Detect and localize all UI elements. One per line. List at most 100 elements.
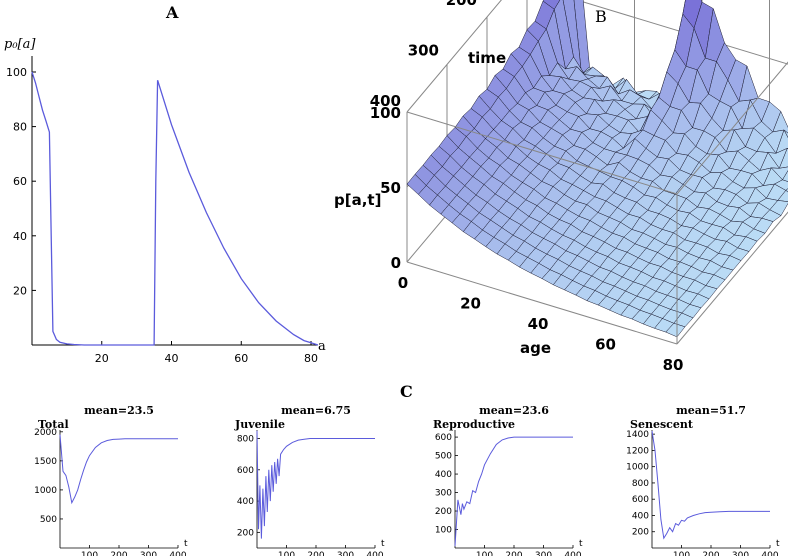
panel-a-line: [31, 71, 319, 346]
panel-c-ytick-label: 1500: [34, 457, 57, 467]
panel-c-ytick-label: 1000: [626, 463, 649, 473]
panel-c-ytick-label: 1400: [626, 430, 649, 440]
panel-b-ticks: 0204060800100200300400050100: [370, 0, 684, 374]
panel-a-chart: p₀[a] a 20 40 60 80 20 40 60 80 100: [4, 37, 326, 365]
panel-c-ytick-label: 100: [435, 526, 452, 536]
panel-c-ytick-label: 200: [237, 528, 254, 538]
panel-c-line: [256, 430, 375, 539]
panel-c-ytick-label: 1200: [626, 446, 649, 456]
panel-b-surface: 0204060800100200300400050100 time p[a,t]…: [334, 0, 788, 374]
panel-a-ytick-label: 80: [13, 121, 27, 134]
panel-c-ytick-label: 800: [237, 435, 254, 445]
panel-c-xtick-label: 200: [110, 551, 127, 556]
panel-a-xtick-label: 80: [304, 352, 318, 365]
panel-c-xtick-label: 100: [278, 551, 295, 556]
panel-c-series-name: Juvenile: [234, 418, 285, 431]
panel-c-line: [651, 430, 770, 540]
panel-b-time-label: time: [468, 49, 506, 67]
panel-b-age-tick: 80: [663, 356, 684, 374]
panel-c-xtick-label: 300: [337, 551, 354, 556]
panel-a-ticks: 20 40 60 80 20 40 60 80 100: [6, 66, 318, 365]
panel-a-ytick-label: 20: [13, 284, 27, 297]
panel-c-ytick-label: 400: [632, 511, 649, 521]
panel-c-xtick-label: 100: [673, 551, 690, 556]
panel-c-xlabel: t: [184, 539, 188, 549]
panel-b-time-tick: 300: [408, 42, 439, 60]
panel-c-ytick-label: 400: [237, 497, 254, 507]
panel-b-box-edge: [406, 261, 678, 345]
panel-c-plot-total: mean=23.5 Total 500 1000 1500 2000 100 200 300 40…: [34, 404, 188, 556]
panel-b-z-tick: 50: [380, 179, 401, 197]
panel-c-xtick-label: 200: [505, 551, 522, 556]
panel-a-xtick-label: 60: [234, 352, 248, 365]
panel-c-ytick-label: 2000: [34, 428, 57, 438]
panel-b-surface-mesh: [406, 0, 788, 338]
panel-c-series-name: Senescent: [630, 418, 694, 431]
panel-c-xtick-label: 300: [140, 551, 157, 556]
panel-a-ylabel: p₀[a]: [4, 37, 36, 52]
panel-c-xtick-label: 400: [761, 551, 778, 556]
panel-letter-a: A: [165, 3, 179, 22]
panel-c-xlabel: t: [776, 539, 780, 549]
panel-b-zlabel: p[a,t]: [334, 191, 381, 209]
panel-c-line: [59, 434, 178, 505]
panel-a-ytick-label: 100: [6, 66, 27, 79]
panel-b-box-edge: [676, 211, 788, 345]
panel-letter-b: B: [595, 7, 607, 26]
panel-a-xlabel: a: [318, 339, 326, 354]
panel-c-line: [454, 436, 573, 547]
panel-a-axes: [31, 56, 318, 346]
panel-c-mean-label: mean=51.7: [676, 404, 746, 417]
panel-b-z-tick: 100: [370, 104, 401, 122]
panel-c-ytick-label: 600: [632, 495, 649, 505]
panel-c-ytick-label: 300: [435, 489, 452, 499]
panel-b-box-edge: [676, 61, 788, 195]
panel-c-mean-label: mean=23.5: [84, 404, 154, 417]
panel-c-xlabel: t: [381, 539, 385, 549]
panel-c-mean-label: mean=6.75: [281, 404, 351, 417]
panel-c-charts: mean=23.5 Total 500 1000 1500 2000 100 200 300 40…: [34, 404, 780, 556]
panel-c-xtick-label: 400: [564, 551, 581, 556]
panel-b-age-label: age: [520, 339, 551, 357]
panel-b-time-tick: 200: [446, 0, 477, 9]
panel-c-ytick-label: 800: [632, 479, 649, 489]
panel-c-series-name: Total: [38, 418, 69, 431]
panel-c-xtick-label: 200: [702, 551, 719, 556]
panel-c-ytick-label: 400: [435, 470, 452, 480]
panel-b-age-tick: 40: [528, 315, 549, 333]
panel-c-ytick-label: 600: [435, 433, 452, 443]
panel-b-age-tick: 60: [595, 336, 616, 354]
panel-c-xtick-label: 300: [732, 551, 749, 556]
panel-c-xtick-label: 400: [169, 551, 186, 556]
panel-a-xtick-label: 20: [95, 352, 109, 365]
panel-c-ytick-label: 500: [435, 452, 452, 462]
panel-c-series-name: Reproductive: [433, 418, 515, 431]
panel-c-ytick-label: 1000: [34, 486, 57, 496]
panel-c-xtick-label: 300: [535, 551, 552, 556]
panel-a-ytick-label: 60: [13, 175, 27, 188]
panel-c-xtick-label: 400: [366, 551, 383, 556]
panel-c-ytick-label: 500: [40, 515, 57, 525]
panel-b-box-edge: [406, 111, 678, 195]
panel-b-box-front: [406, 61, 788, 345]
panel-b-surface-patch: [785, 188, 788, 193]
panel-c-xlabel: t: [579, 539, 583, 549]
panel-c-ytick-label: 200: [435, 507, 452, 517]
panel-b-box-edge: [567, 0, 788, 4]
panel-c-ytick-label: 200: [632, 528, 649, 538]
panel-b-z-tick: 0: [391, 254, 401, 272]
panel-letter-c: C: [400, 382, 413, 401]
panel-c-xtick-label: 100: [81, 551, 98, 556]
panel-b-age-tick: 0: [398, 274, 408, 292]
panel-b-time-tick: 400: [370, 92, 401, 110]
panel-b-age-tick: 20: [460, 295, 481, 313]
panel-c-ytick-label: 600: [237, 466, 254, 476]
panel-a-series: [31, 71, 319, 346]
panel-a-ytick-label: 40: [13, 230, 27, 243]
panel-c-mean-label: mean=23.6: [479, 404, 549, 417]
panel-a-xtick-label: 40: [165, 352, 179, 365]
panel-c-xtick-label: 100: [476, 551, 493, 556]
